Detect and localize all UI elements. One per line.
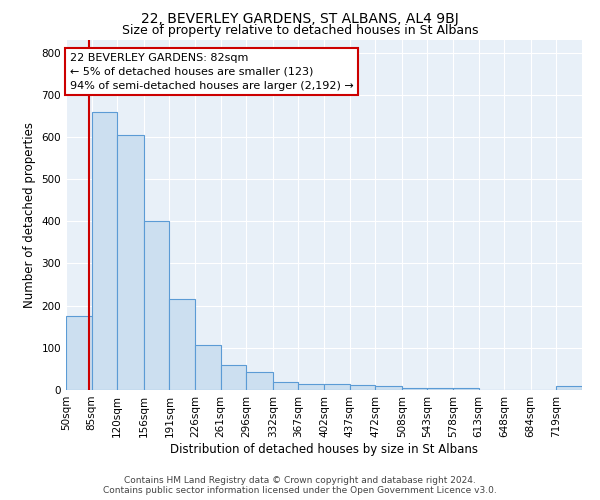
Bar [453,388,479,390]
Text: 22 BEVERLEY GARDENS: 82sqm
← 5% of detached houses are smaller (123)
94% of semi: 22 BEVERLEY GARDENS: 82sqm ← 5% of detac… [70,52,353,90]
Text: 22, BEVERLEY GARDENS, ST ALBANS, AL4 9BJ: 22, BEVERLEY GARDENS, ST ALBANS, AL4 9BJ [141,12,459,26]
Bar [272,382,298,390]
Bar [143,222,169,390]
Bar [298,384,324,390]
Bar [247,372,272,390]
Bar [350,385,376,390]
Bar [118,135,143,390]
Bar [66,316,92,390]
Bar [376,386,401,390]
Bar [401,388,427,390]
Text: Size of property relative to detached houses in St Albans: Size of property relative to detached ho… [122,24,478,37]
Bar [169,300,195,390]
X-axis label: Distribution of detached houses by size in St Albans: Distribution of detached houses by size … [170,442,478,456]
Bar [92,112,118,390]
Bar [427,388,453,390]
Bar [195,345,221,390]
Y-axis label: Number of detached properties: Number of detached properties [23,122,36,308]
Bar [556,386,582,390]
Bar [221,364,247,390]
Text: Contains HM Land Registry data © Crown copyright and database right 2024.
Contai: Contains HM Land Registry data © Crown c… [103,476,497,495]
Bar [324,384,350,390]
